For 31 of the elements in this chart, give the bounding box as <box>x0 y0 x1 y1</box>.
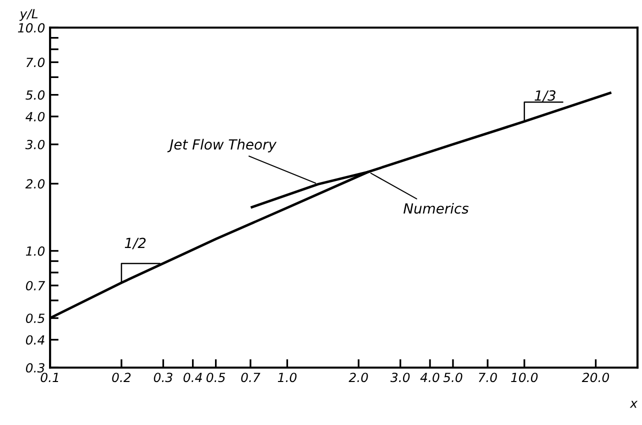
x-tick-label: 7.0 <box>478 372 497 382</box>
x-tick-label: 0.7 <box>241 372 260 382</box>
x-tick-label: 0.4 <box>184 372 202 382</box>
y-tick-label: 0.5 <box>26 314 45 324</box>
y-tick-label: 0.3 <box>26 363 44 373</box>
annotation: 1/2 <box>124 238 146 250</box>
y-tick-label: 0.4 <box>26 335 44 345</box>
annotation: Numerics <box>404 202 469 214</box>
x-tick-label: 20.0 <box>582 372 610 382</box>
annotation: 1/3 <box>534 90 556 102</box>
x-tick-label: 0.2 <box>112 372 131 382</box>
y-tick-label: 10.0 <box>18 23 45 33</box>
x-tick-label: 0.1 <box>40 372 58 382</box>
x-tick-label: 0.5 <box>206 372 226 382</box>
y-tick-label: 5.0 <box>26 90 45 100</box>
y-tick-label: 0.7 <box>26 280 46 290</box>
x-tick-label: 5.0 <box>443 372 462 382</box>
x-tick-label: 4.0 <box>420 372 440 382</box>
y-tick-label: 7.0 <box>26 58 45 68</box>
annotation: Jet Flow Theory <box>167 138 277 152</box>
y-tick-label: 1.0 <box>26 246 45 256</box>
y-tick-label: 2.0 <box>25 179 45 189</box>
x-tick-label: 10.0 <box>511 372 538 382</box>
x-tick-label: 1.0 <box>278 372 297 382</box>
x-axis-title: x <box>630 400 638 408</box>
y-axis-title: y/L <box>19 9 38 21</box>
y-tick-label: 4.0 <box>26 112 45 122</box>
x-tick-label: 2.0 <box>348 372 368 382</box>
y-tick-label: 3.0 <box>25 140 45 150</box>
x-tick-label: 0.3 <box>154 372 172 382</box>
x-tick-label: 3.0 <box>390 372 410 382</box>
